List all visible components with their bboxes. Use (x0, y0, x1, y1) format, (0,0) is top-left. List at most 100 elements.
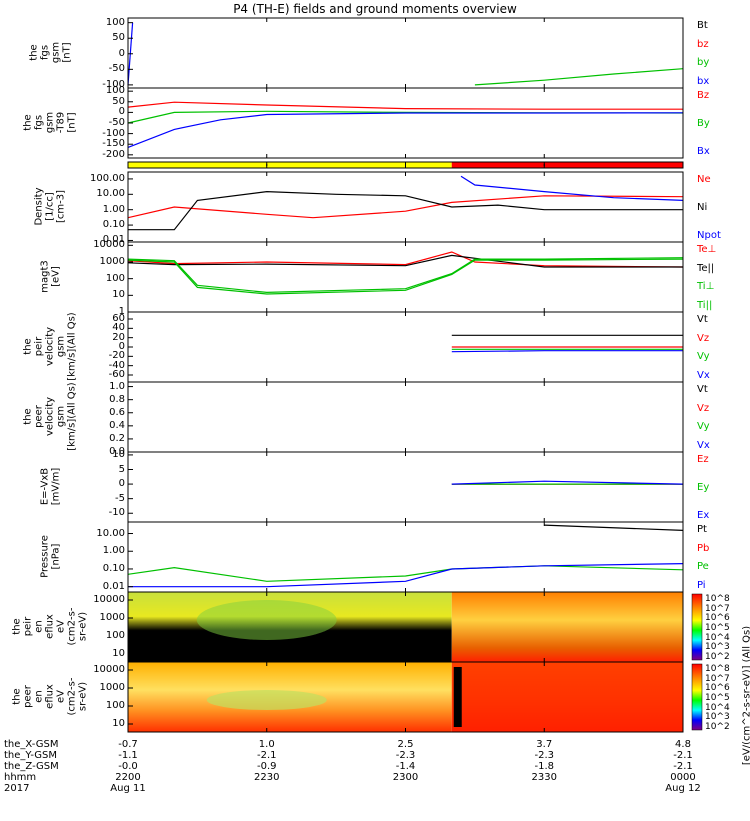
y-tick-label: -200 (102, 149, 125, 160)
y-tick-label: 1.0 (109, 381, 125, 392)
ephemeris-value: 1.0 (237, 739, 297, 750)
legend-efield-Ey: Ey (697, 482, 709, 493)
y-tick-label: 10000 (93, 239, 125, 250)
ephemeris-value: -1.4 (376, 761, 436, 772)
colorbar-peer (692, 664, 702, 730)
y-tick-label: 0.10 (103, 563, 125, 574)
y-axis-label: en (34, 657, 45, 737)
ephemeris-value: 2300 (376, 772, 436, 783)
y-tick-label: 1.00 (103, 204, 125, 215)
y-tick-label: 0.6 (109, 407, 125, 418)
y-axis-label: en (34, 587, 45, 667)
series-fgs-dipole-Bx (128, 113, 683, 148)
legend-pressure-Pt: Pt (697, 524, 707, 535)
y-axis-label: [nT] (67, 83, 78, 163)
y-tick-label: 0.4 (109, 420, 125, 431)
y-axis-label: (cm2-s- (67, 587, 78, 667)
y-tick-label: 100 (106, 17, 125, 28)
y-tick-label: 0.2 (109, 433, 125, 444)
y-axis-label: eflux (45, 587, 56, 667)
y-axis-label: peer (34, 377, 45, 457)
y-axis-label: velocity (45, 307, 56, 387)
y-axis-label: peir (23, 587, 34, 667)
legend-temperature-Te⊥: Te⊥ (697, 244, 716, 255)
series-pressure-Pe (128, 566, 683, 582)
legend-fgs-top-Bt: Bt (697, 20, 708, 31)
peir-spectrogram-high (452, 592, 683, 662)
legend-peir-velocity-Vy: Vy (697, 351, 710, 362)
legend-fgs-dipole-By: By (697, 118, 710, 129)
y-axis-label: the (12, 587, 23, 667)
ephemeris-value: -1.1 (98, 750, 158, 761)
y-tick-label: 1000 (100, 612, 125, 623)
legend-temperature-Ti⊥: Ti⊥ (697, 281, 714, 292)
legend-peer-velocity-Vt: Vt (697, 384, 708, 395)
y-tick-label: 0 (119, 106, 125, 117)
mode-bar-segment (452, 162, 683, 168)
y-tick-label: 10000 (93, 664, 125, 675)
legend-temperature-Te||: Te|| (697, 263, 714, 274)
peer-spectrogram-high (452, 662, 683, 732)
y-axis-label: magt3 (39, 237, 50, 317)
peir-spectrogram-core (197, 600, 337, 640)
y-axis-label: the (23, 377, 34, 457)
y-axis-label: [km/s](All Qs) (67, 377, 78, 457)
y-tick-label: 100 (106, 273, 125, 284)
colorbar-label: [eV/(cm^2-s-sr-eV)] (All Qs) (742, 571, 750, 821)
y-tick-label: -50 (109, 63, 125, 74)
y-tick-label: 0.01 (103, 581, 125, 592)
ephemeris-value: 2230 (237, 772, 297, 783)
colorbar-tick: 10^2 (705, 652, 730, 663)
legend-fgs-dipole-Bz: Bz (697, 90, 709, 101)
peer-spectrogram-gap (454, 667, 462, 727)
y-axis-label: the (12, 657, 23, 737)
ephemeris-value: -2.1 (653, 750, 713, 761)
y-tick-label: 10.00 (96, 528, 125, 539)
y-axis-label: eV (56, 657, 67, 737)
ephemeris-value: 0000 (653, 772, 713, 783)
y-tick-label: 100.00 (90, 173, 125, 184)
y-tick-label: 100 (106, 630, 125, 641)
ephemeris-value: -2.1 (237, 750, 297, 761)
y-axis-label: E=-VxB (39, 447, 50, 527)
ephemeris-row-label: the_Z-GSM (4, 761, 59, 772)
y-axis-label: fgs (34, 83, 45, 163)
panel-frame (128, 18, 683, 88)
y-tick-label: 10 (112, 449, 125, 460)
y-axis-label: gsm (50, 13, 61, 93)
ephemeris-value: -2.3 (514, 750, 574, 761)
y-tick-label: 10 (112, 718, 125, 729)
y-tick-label: 5 (119, 464, 125, 475)
legend-peir-velocity-Vz: Vz (697, 333, 709, 344)
ephemeris-value: -1.8 (514, 761, 574, 772)
y-axis-label: [eV] (50, 237, 61, 317)
y-axis-label: the (28, 13, 39, 93)
y-axis-label: -T89 (56, 83, 67, 163)
y-tick-label: -10 (109, 507, 125, 518)
y-axis-label: gsm (56, 377, 67, 457)
y-axis-label: (cm2-s- (67, 657, 78, 737)
legend-peir-velocity-Vx: Vx (697, 370, 710, 381)
ephemeris-value: -2.3 (376, 750, 436, 761)
y-tick-label: 0 (119, 478, 125, 489)
y-tick-label: 1000 (100, 256, 125, 267)
colorbar-peir (692, 594, 702, 660)
panel-frame (128, 242, 683, 312)
ephemeris-value: 3.7 (514, 739, 574, 750)
ephemeris-row-label: the_X-GSM (4, 739, 58, 750)
y-tick-label: 10000 (93, 594, 125, 605)
series-pressure-Pt (544, 525, 683, 530)
y-axis-label: eV (56, 587, 67, 667)
y-axis-label: peir (34, 307, 45, 387)
y-tick-label: -150 (102, 138, 125, 149)
y-axis-label: gsm (56, 307, 67, 387)
y-tick-label: 10 (112, 289, 125, 300)
legend-density-Ne: Ne (697, 174, 711, 185)
y-axis-label: [cm-3] (56, 167, 67, 247)
legend-peer-velocity-Vx: Vx (697, 440, 710, 451)
y-tick-label: 10.00 (96, 188, 125, 199)
series-temperature-Te|| (128, 255, 683, 267)
y-axis-label: fgs (39, 13, 50, 93)
ephemeris-value: Aug 12 (653, 783, 713, 794)
ephemeris-value: -0.7 (98, 739, 158, 750)
